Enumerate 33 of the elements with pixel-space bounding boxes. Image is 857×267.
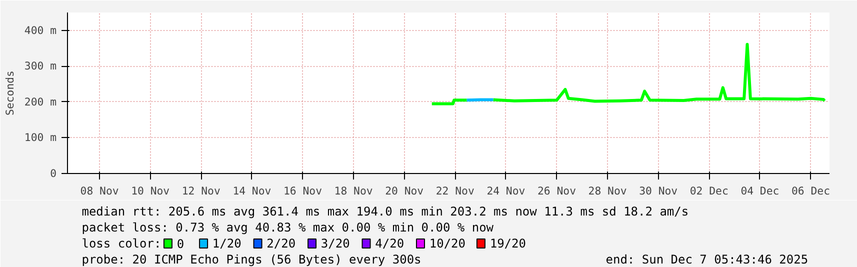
x-tick-label: 26 Nov xyxy=(538,184,576,198)
x-tick-label: 28 Nov xyxy=(588,184,627,198)
x-tick-label: 06 Dec xyxy=(792,184,830,198)
y-tick-label: 100 m xyxy=(24,131,56,144)
x-tick-label: 02 Dec xyxy=(690,184,728,198)
text: packet loss: 0.73 % avg 40.83 % max 0.00 % min 0.00 % now xyxy=(82,220,494,234)
legend-label: 2/20 xyxy=(266,236,296,250)
y-tick-label: 400 m xyxy=(24,24,56,37)
text: median rtt: 205.6 ms avg 361.4 ms max 194.0 ms min 203.2 ms now 11.3 ms sd 18.2 am/s xyxy=(82,204,689,218)
text: end: Sun Dec 7 05:43:46 2025 xyxy=(606,252,808,266)
legend-label: 1/20 xyxy=(212,236,242,250)
x-tick-label: 22 Nov xyxy=(436,184,474,198)
x-tick-label: 16 Nov xyxy=(284,184,322,198)
x-tick-label: 12 Nov xyxy=(182,184,220,198)
x-tick-label: 20 Nov xyxy=(385,184,424,198)
y-tick-label: 200 m xyxy=(24,95,56,108)
y-tick-label: 300 m xyxy=(24,60,56,73)
x-tick-label: 18 Nov xyxy=(334,184,373,198)
legend-label: 19/20 xyxy=(490,236,526,250)
x-tick-label: 30 Nov xyxy=(639,184,678,198)
legend-label: 3/20 xyxy=(320,236,350,250)
y-axis-title: Seconds xyxy=(3,70,16,116)
x-tick-label: 10 Nov xyxy=(131,184,170,198)
text: probe: 20 ICMP Echo Pings (56 Bytes) every 300s xyxy=(82,252,422,266)
x-tick-label: 14 Nov xyxy=(232,184,272,198)
x-tick-label: 24 Nov xyxy=(486,184,526,198)
y-tick-label: 0 xyxy=(50,167,57,180)
legend-label: 4/20 xyxy=(375,236,404,250)
legend-label: 0 xyxy=(176,237,184,251)
x-tick-label: 04 Dec xyxy=(740,184,780,198)
legend-title: loss color: xyxy=(82,236,162,250)
legend-label: 10/20 xyxy=(429,236,466,250)
x-tick-label: 08 Nov xyxy=(80,184,119,198)
